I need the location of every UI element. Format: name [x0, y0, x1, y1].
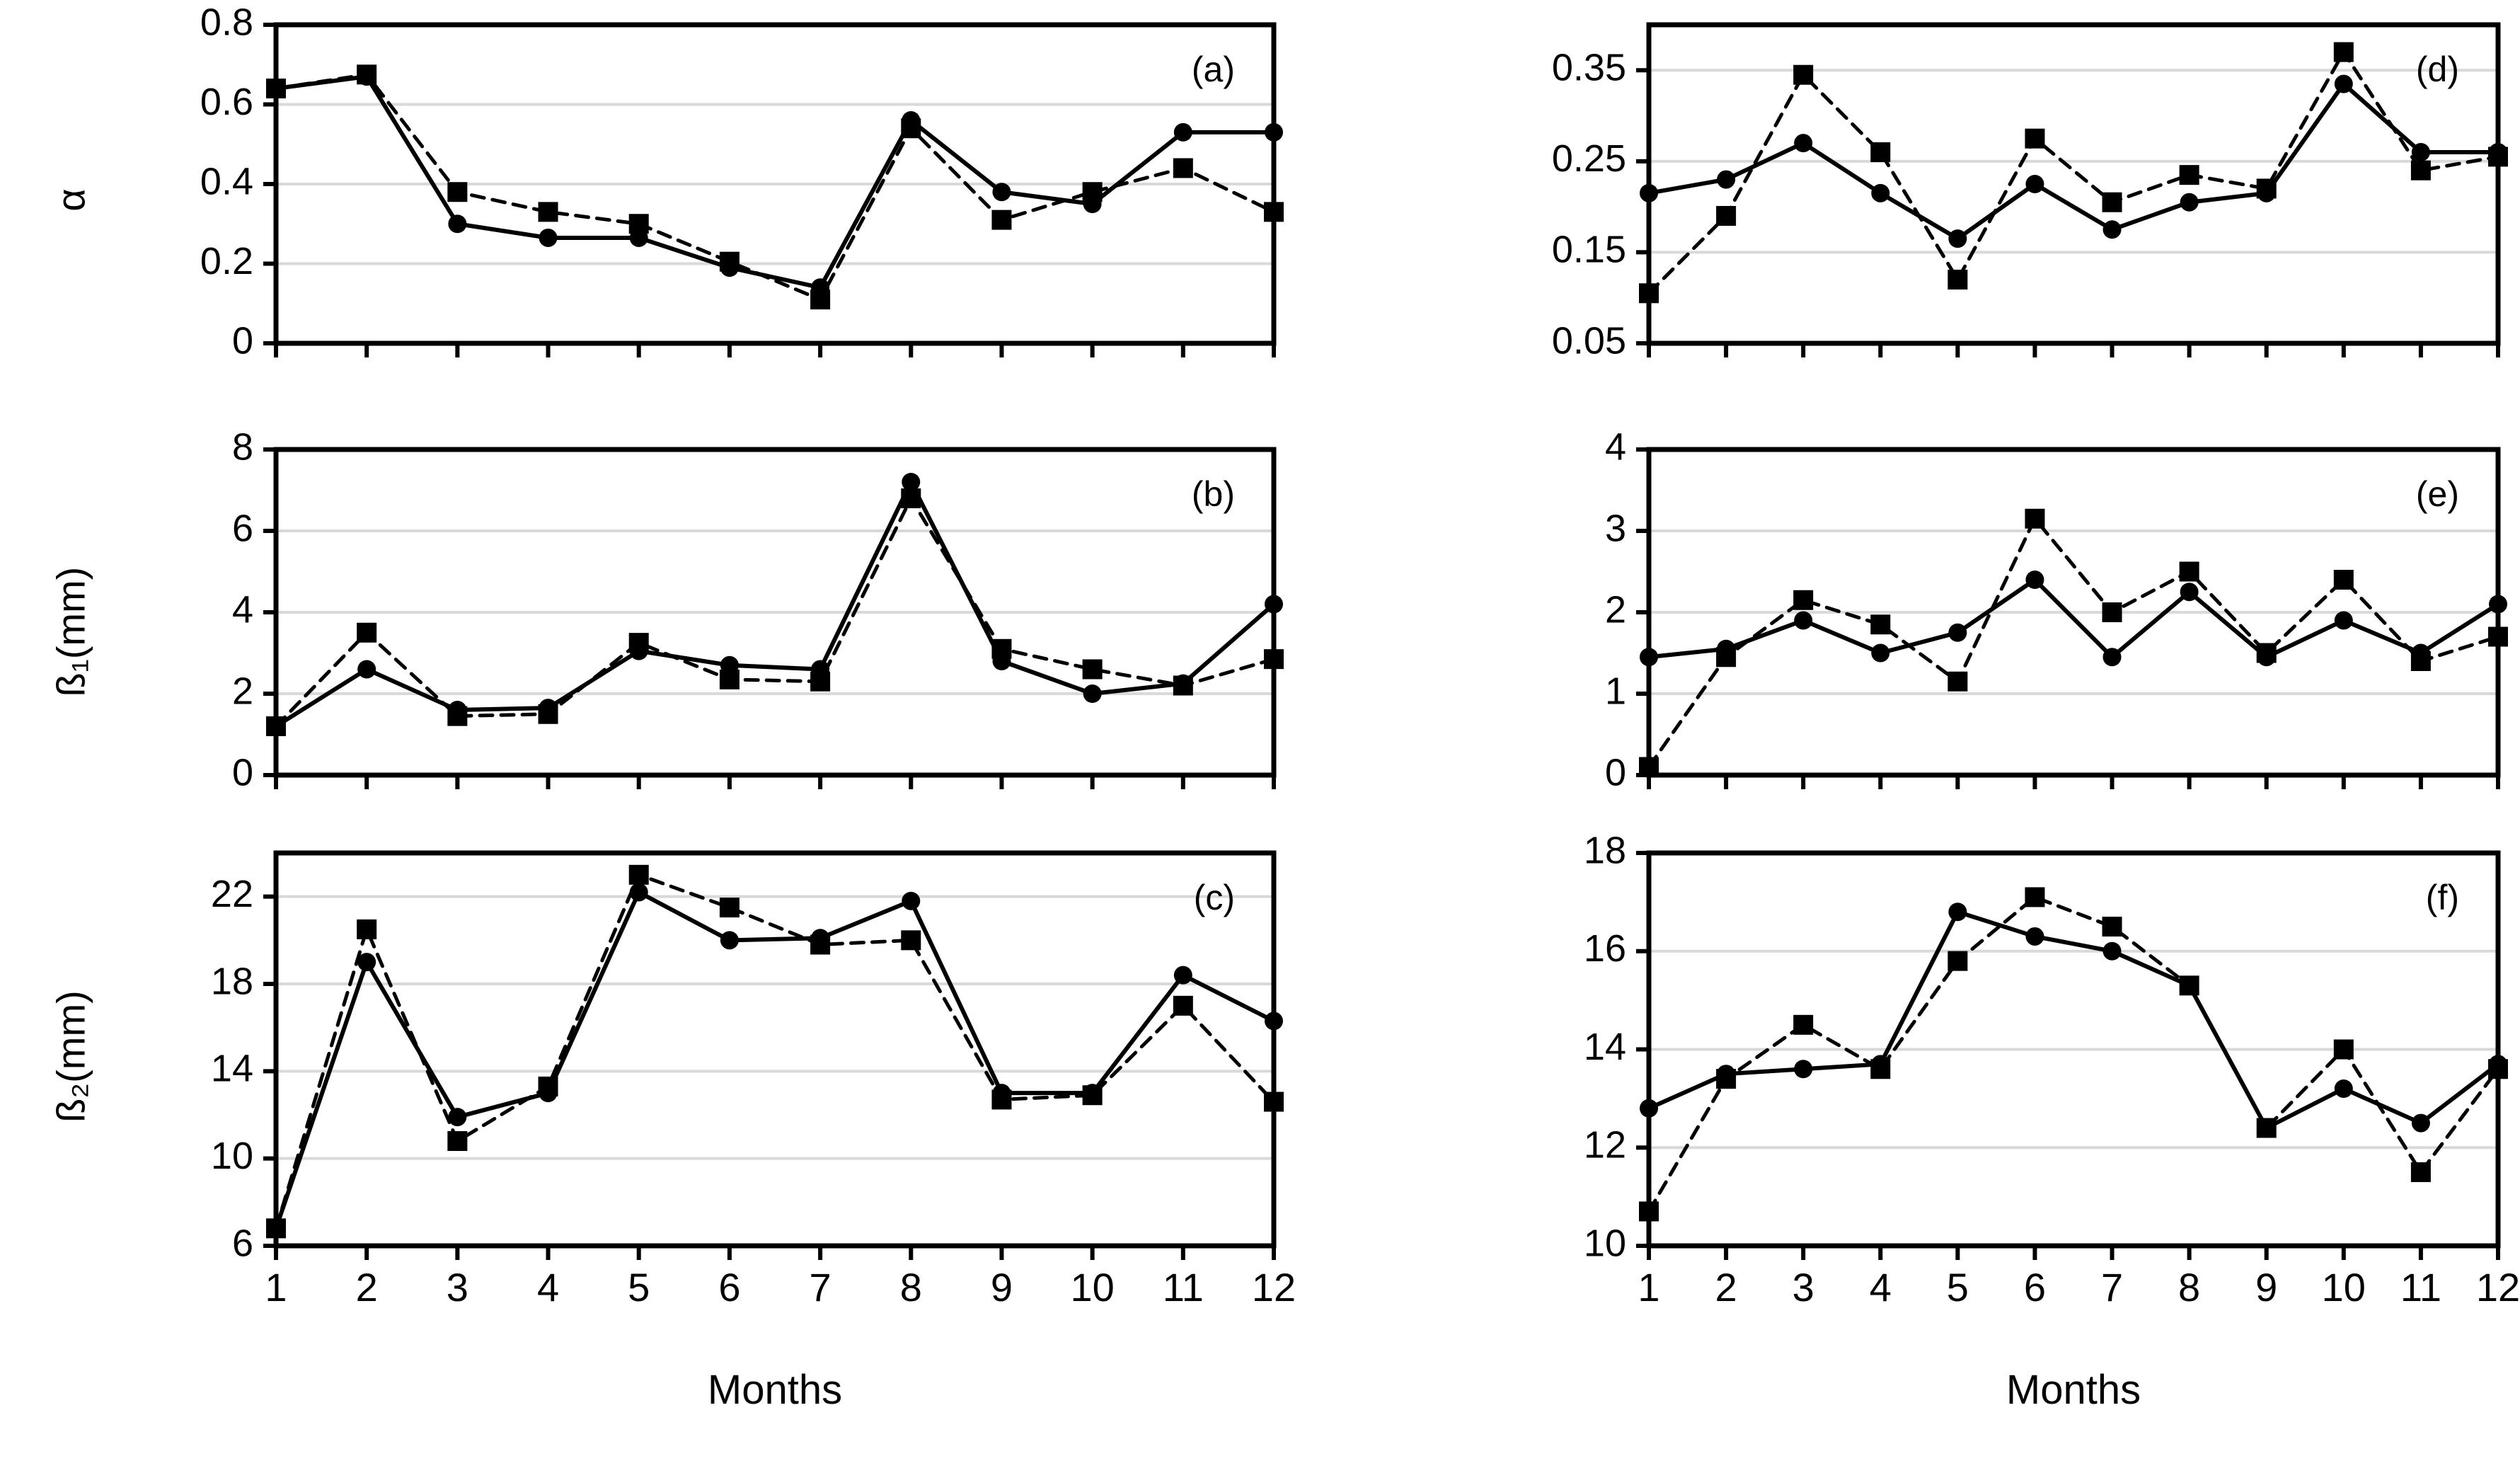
svg-text:6: 6 — [232, 1222, 253, 1264]
svg-text:(a): (a) — [1192, 50, 1235, 89]
svg-text:10: 10 — [1584, 1222, 1626, 1264]
svg-text:0: 0 — [1605, 751, 1626, 793]
y-axis-title-beta1: ß₁(mm) — [48, 566, 93, 697]
svg-text:18: 18 — [1584, 835, 1626, 871]
svg-text:3: 3 — [447, 1265, 468, 1310]
x-axis-title-right: Months — [2006, 1367, 2141, 1413]
svg-text:8: 8 — [900, 1265, 922, 1310]
y-axis-title-alpha: α — [48, 188, 93, 212]
chart-e-plot: 0 1 2 3 4 (e) — [1605, 432, 2508, 793]
svg-text:0: 0 — [232, 319, 253, 362]
svg-text:10: 10 — [1070, 1265, 1114, 1310]
chart-d-plot: 0.05 0.15 0.25 0.35 (d) — [1552, 22, 2508, 362]
svg-text:0.8: 0.8 — [200, 7, 253, 43]
svg-text:(e): (e) — [2416, 474, 2459, 514]
svg-text:0.2: 0.2 — [200, 240, 253, 282]
svg-text:11: 11 — [1163, 1265, 1204, 1310]
svg-text:0.15: 0.15 — [1552, 229, 1626, 271]
svg-text:6: 6 — [2024, 1265, 2046, 1310]
chart-a: 0 0.2 0.4 0.6 0.8 (a) — [113, 7, 1302, 435]
svg-text:0.05: 0.05 — [1552, 319, 1626, 362]
svg-text:12: 12 — [2476, 1265, 2520, 1310]
svg-text:0.35: 0.35 — [1552, 47, 1626, 89]
svg-text:(f): (f) — [2426, 878, 2459, 917]
svg-text:4: 4 — [232, 588, 253, 631]
svg-text:10: 10 — [2322, 1265, 2366, 1310]
svg-text:4: 4 — [1605, 432, 1626, 468]
svg-text:16: 16 — [1584, 927, 1626, 970]
svg-text:(b): (b) — [1192, 474, 1235, 514]
svg-text:3: 3 — [1605, 507, 1626, 549]
svg-text:18: 18 — [211, 960, 253, 1002]
svg-text:6: 6 — [718, 1265, 740, 1310]
svg-text:12: 12 — [1584, 1124, 1626, 1167]
svg-text:1: 1 — [1638, 1265, 1659, 1310]
svg-text:3: 3 — [1793, 1265, 1814, 1310]
x-axis-title-left: Months — [707, 1367, 843, 1413]
svg-text:0: 0 — [232, 751, 253, 793]
svg-text:2: 2 — [356, 1265, 378, 1310]
svg-text:5: 5 — [628, 1265, 650, 1310]
svg-text:1: 1 — [1605, 670, 1626, 712]
svg-text:1: 1 — [265, 1265, 287, 1310]
chart-e: 0 1 2 3 4 (e) — [1486, 432, 2520, 867]
svg-text:2: 2 — [1715, 1265, 1737, 1310]
svg-text:6: 6 — [232, 507, 253, 549]
y-axis-title-beta2: ß₂(mm) — [48, 990, 93, 1123]
svg-text:4: 4 — [537, 1265, 559, 1310]
svg-text:2: 2 — [232, 670, 253, 712]
svg-text:9: 9 — [2255, 1265, 2277, 1310]
svg-text:14: 14 — [211, 1048, 253, 1090]
svg-text:0.6: 0.6 — [200, 81, 253, 123]
svg-text:(c): (c) — [1194, 878, 1235, 917]
svg-text:12: 12 — [1252, 1265, 1296, 1310]
svg-text:0.4: 0.4 — [200, 160, 253, 202]
svg-text:4: 4 — [1870, 1265, 1892, 1310]
svg-text:0.25: 0.25 — [1552, 137, 1626, 180]
svg-text:9: 9 — [991, 1265, 1013, 1310]
svg-text:14: 14 — [1584, 1026, 1626, 1068]
svg-text:22: 22 — [211, 873, 253, 915]
chart-d: 0.05 0.15 0.25 0.35 (d) — [1486, 7, 2520, 435]
svg-text:7: 7 — [2101, 1265, 2123, 1310]
svg-text:(d): (d) — [2416, 50, 2459, 89]
chart-c: 6 10 14 18 22 1 2 3 4 5 6 7 8 9 10 11 12 (c) — [113, 835, 1302, 1338]
chart-b-plot: 0 2 4 6 8 (b) — [232, 432, 1284, 793]
svg-text:7: 7 — [810, 1265, 832, 1310]
svg-text:8: 8 — [2178, 1265, 2200, 1310]
svg-text:10: 10 — [211, 1135, 253, 1177]
chart-b: 0 2 4 6 8 (b) — [113, 432, 1302, 867]
chart-f: 10 12 14 16 18 1 2 3 4 5 6 7 8 9 10 11 12 (f) — [1486, 835, 2520, 1338]
svg-text:8: 8 — [232, 432, 253, 468]
svg-text:2: 2 — [1605, 588, 1626, 631]
svg-text:5: 5 — [1947, 1265, 1969, 1310]
chart-a-plot: 0 0.2 0.4 0.6 0.8 (a) — [200, 7, 1284, 362]
svg-text:11: 11 — [2400, 1265, 2441, 1310]
